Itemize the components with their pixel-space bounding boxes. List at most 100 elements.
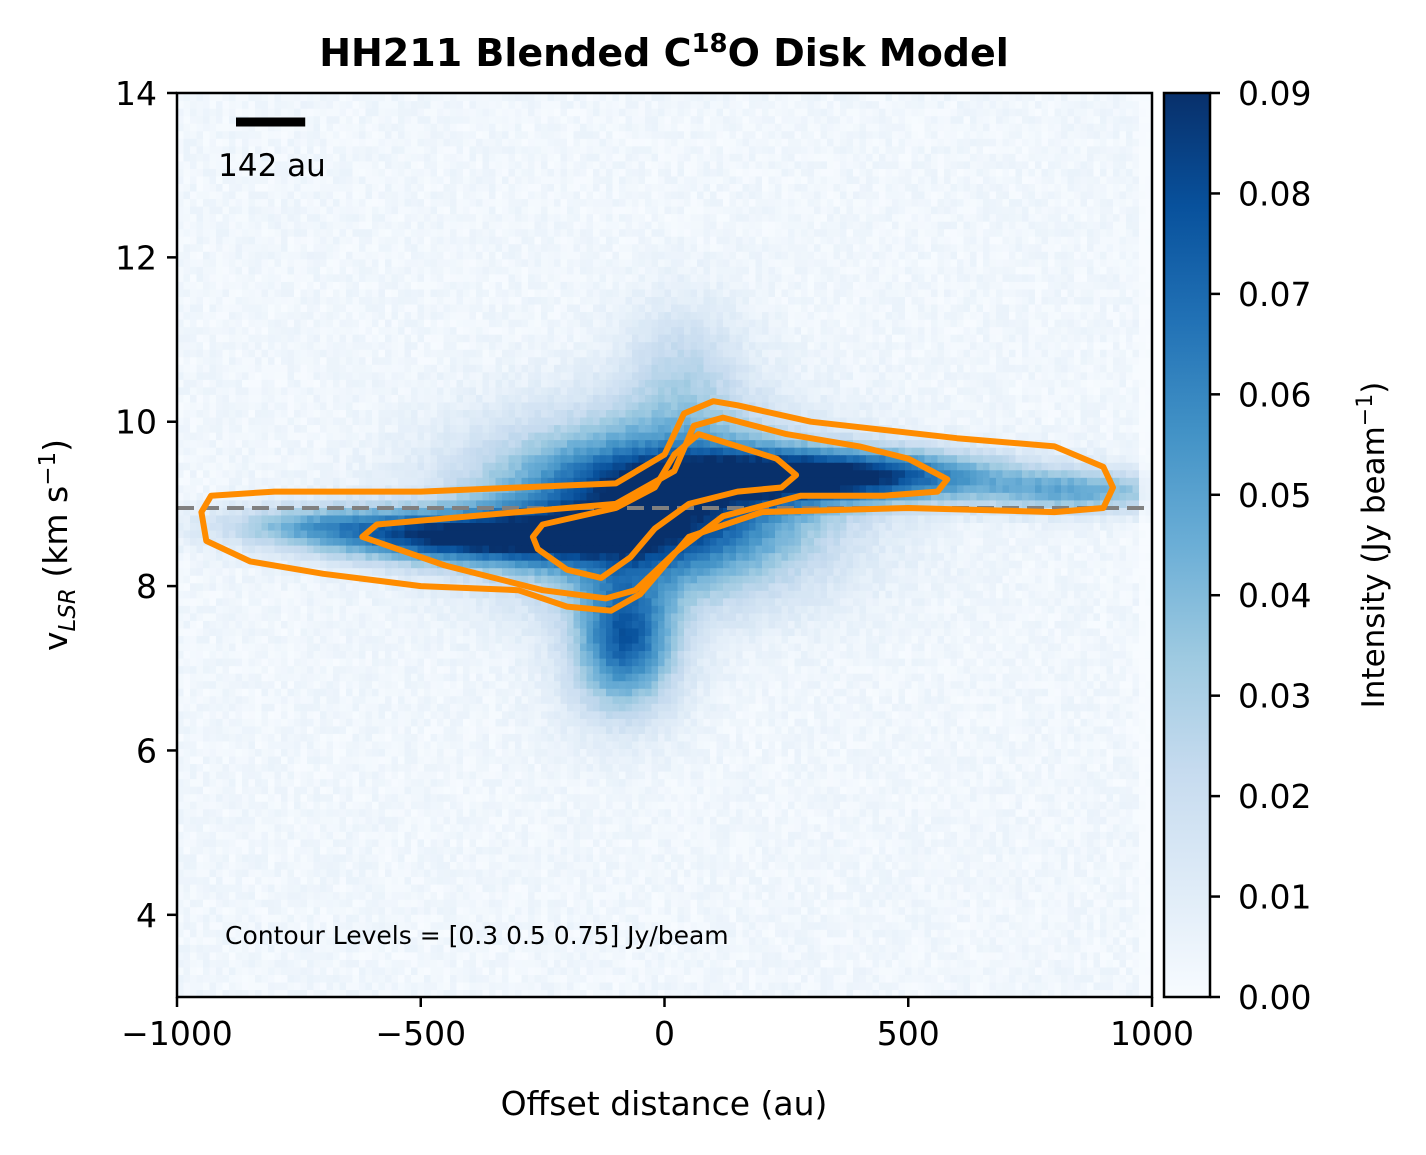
heatmap-cell xyxy=(1139,951,1147,960)
heatmap-cell xyxy=(469,921,477,930)
heatmap-cell xyxy=(1139,861,1147,870)
heatmap-cell xyxy=(476,989,484,997)
heatmap-cell xyxy=(593,793,601,802)
heatmap-cell xyxy=(840,771,848,780)
heatmap-cell xyxy=(664,778,672,787)
heatmap-cell xyxy=(1035,936,1043,945)
heatmap-cell xyxy=(755,771,763,780)
heatmap-cell xyxy=(905,974,913,983)
heatmap-cell xyxy=(411,959,419,968)
heatmap-cell xyxy=(203,748,211,757)
heatmap-cell xyxy=(1009,951,1017,960)
heatmap-cell xyxy=(1119,853,1127,862)
heatmap-cell xyxy=(261,944,269,953)
heatmap-cell xyxy=(209,808,217,817)
heatmap-cell xyxy=(196,823,204,832)
heatmap-cell xyxy=(957,951,965,960)
heatmap-cell xyxy=(216,966,224,975)
heatmap-cell xyxy=(1041,921,1049,930)
heatmap-cell xyxy=(970,786,978,795)
heatmap-cell xyxy=(1087,884,1095,893)
heatmap-cell xyxy=(203,763,211,772)
heatmap-cell xyxy=(729,891,737,900)
heatmap-cell xyxy=(261,891,269,900)
heatmap-cell xyxy=(710,816,718,825)
heatmap-cell xyxy=(1145,899,1152,908)
heatmap-cell xyxy=(352,801,360,810)
heatmap-cell xyxy=(807,786,815,795)
heatmap-cell xyxy=(209,891,217,900)
heatmap-cell xyxy=(541,771,549,780)
heatmap-cell xyxy=(612,981,620,991)
heatmap-cell xyxy=(892,936,900,945)
heatmap-cell xyxy=(469,944,477,953)
heatmap-cell xyxy=(235,884,243,893)
heatmap-cell xyxy=(898,771,906,780)
heatmap-cell xyxy=(411,748,419,757)
heatmap-cell xyxy=(911,951,919,960)
heatmap-cell xyxy=(313,793,321,802)
heatmap-cell xyxy=(762,838,770,847)
heatmap-cell xyxy=(788,816,796,825)
heatmap-cell xyxy=(424,914,432,923)
heatmap-cell xyxy=(742,989,750,997)
heatmap-cell xyxy=(840,748,848,757)
heatmap-cell xyxy=(300,823,308,832)
heatmap-cell xyxy=(417,778,425,787)
heatmap-cell xyxy=(833,838,841,847)
heatmap-cell xyxy=(606,755,614,765)
heatmap-cell xyxy=(950,929,958,938)
heatmap-cell xyxy=(1106,831,1114,840)
heatmap-cell xyxy=(216,974,224,983)
heatmap-cell xyxy=(606,884,614,893)
heatmap-cell xyxy=(645,831,653,840)
heatmap-cell xyxy=(365,899,373,908)
heatmap-cell xyxy=(827,989,835,997)
heatmap-cell xyxy=(209,786,217,795)
heatmap-cell xyxy=(1054,989,1062,997)
heatmap-cell xyxy=(502,914,510,923)
heatmap-cell xyxy=(300,763,308,772)
heatmap-cell xyxy=(281,801,289,810)
heatmap-cell xyxy=(183,989,191,997)
heatmap-cell xyxy=(216,876,224,885)
heatmap-cell xyxy=(931,801,939,810)
heatmap-cell xyxy=(697,778,705,787)
heatmap-cell xyxy=(521,838,529,847)
heatmap-cell xyxy=(762,786,770,795)
heatmap-cell xyxy=(248,868,256,878)
heatmap-cell xyxy=(1015,793,1023,802)
heatmap-cell xyxy=(1041,906,1049,915)
heatmap-cell xyxy=(1132,763,1140,772)
heatmap-cell xyxy=(879,778,887,787)
heatmap-cell xyxy=(755,921,763,930)
heatmap-cell xyxy=(807,755,815,765)
heatmap-cell xyxy=(703,801,711,810)
heatmap-cell xyxy=(1067,884,1075,893)
heatmap-cell xyxy=(827,755,835,765)
heatmap-cell xyxy=(866,831,874,840)
heatmap-cell xyxy=(287,899,295,908)
heatmap-cell xyxy=(801,906,809,915)
heatmap-cell xyxy=(1067,929,1075,938)
heatmap-cell xyxy=(1126,823,1134,832)
heatmap-cell xyxy=(495,989,503,997)
heatmap-cell xyxy=(190,966,198,975)
heatmap-cell xyxy=(671,959,679,968)
heatmap-cell xyxy=(378,974,386,983)
heatmap-cell xyxy=(710,763,718,772)
heatmap-cell xyxy=(723,793,731,802)
heatmap-cell xyxy=(1022,786,1030,795)
heatmap-cell xyxy=(710,801,718,810)
heatmap-cell xyxy=(411,755,419,765)
heatmap-cell xyxy=(300,755,308,765)
heatmap-cell xyxy=(976,944,984,953)
heatmap-cell xyxy=(625,755,633,765)
heatmap-cell xyxy=(1048,929,1056,938)
heatmap-cell xyxy=(502,981,510,991)
heatmap-cell xyxy=(898,763,906,772)
heatmap-cell xyxy=(846,868,854,878)
heatmap-cell xyxy=(450,823,458,832)
heatmap-cell xyxy=(989,786,997,795)
heatmap-cell xyxy=(404,816,412,825)
